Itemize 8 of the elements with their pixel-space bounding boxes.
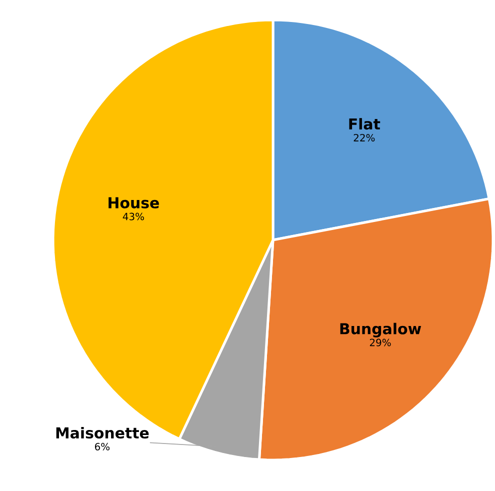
data-label: 22% [354, 134, 375, 142]
data-label: 29% [370, 338, 391, 346]
slice-label: Flat [349, 118, 380, 130]
data-label: 6% [95, 442, 110, 450]
slice-label: Bungalow [340, 322, 422, 338]
data-label: 43% [122, 212, 144, 220]
slice-label: House [108, 197, 159, 208]
slice-label: Maisonette [56, 426, 149, 439]
